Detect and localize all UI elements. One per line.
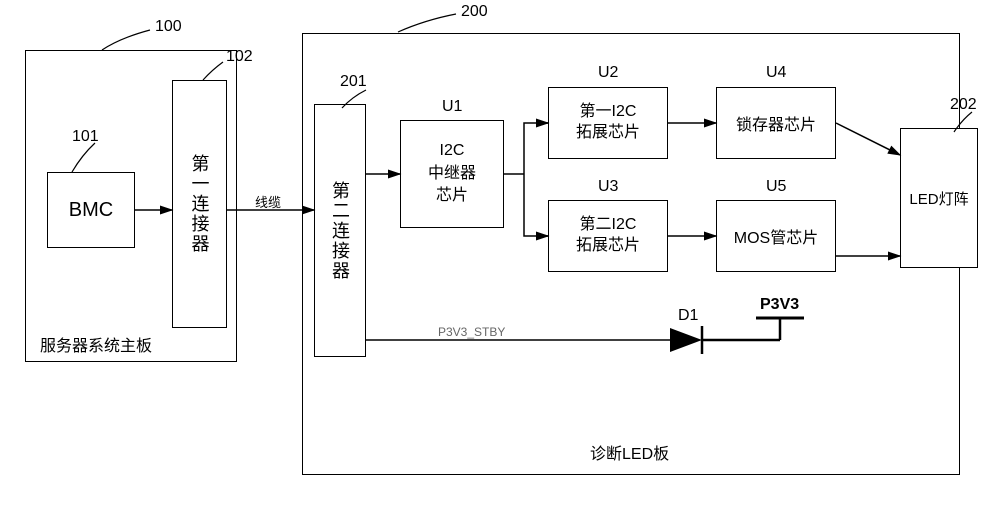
u4-tag: U4: [766, 64, 786, 82]
connector-1-label: 第一连接器: [187, 154, 213, 254]
connector-1: 第一连接器: [172, 80, 227, 328]
u2-text: 第一I2C 拓展芯片: [576, 102, 640, 144]
p3v3-label: P3V3: [760, 296, 799, 314]
connector-2-label: 第二连接器: [327, 181, 353, 281]
u3-tag: U3: [598, 178, 618, 196]
mainboard-title: 服务器系统主板: [40, 332, 152, 356]
diagboard-title: 诊断LED板: [590, 440, 669, 464]
bmc-label: BMC: [69, 199, 113, 222]
u3-block: 第二I2C 拓展芯片: [548, 200, 668, 272]
u5-tag: U5: [766, 178, 786, 196]
u1-text: I2C 中继器 芯片: [428, 140, 476, 207]
p3v3-stby-label: P3V3_STBY: [438, 325, 505, 339]
u2-tag: U2: [598, 64, 618, 82]
u5-block: MOS管芯片: [716, 200, 836, 272]
connector-2: 第二连接器: [314, 104, 366, 357]
d1-label: D1: [678, 307, 698, 325]
u1-block: I2C 中继器 芯片: [400, 120, 504, 228]
leader-100: [102, 30, 150, 50]
bmc-block: BMC: [47, 172, 135, 248]
ref-102: 102: [226, 48, 253, 66]
u4-block: 锁存器芯片: [716, 87, 836, 159]
u3-text: 第二I2C 拓展芯片: [576, 215, 640, 257]
ref-201: 201: [340, 73, 367, 91]
ref-100: 100: [155, 18, 182, 36]
u4-text: 锁存器芯片: [736, 111, 816, 135]
leader-200: [398, 14, 456, 32]
ref-202: 202: [950, 96, 977, 114]
ref-101: 101: [72, 128, 99, 146]
u1-tag: U1: [442, 98, 462, 116]
cable-label: 线缆: [255, 192, 281, 211]
ref-200: 200: [461, 3, 488, 21]
u5-text: MOS管芯片: [734, 224, 818, 248]
u2-block: 第一I2C 拓展芯片: [548, 87, 668, 159]
led-array-label: LED灯阵: [909, 188, 968, 209]
diagram-canvas: 服务器系统主板 诊断LED板 BMC 第一连接器 第二连接器 I2C 中继器 芯…: [0, 0, 1000, 506]
led-array-block: LED灯阵: [900, 128, 978, 268]
